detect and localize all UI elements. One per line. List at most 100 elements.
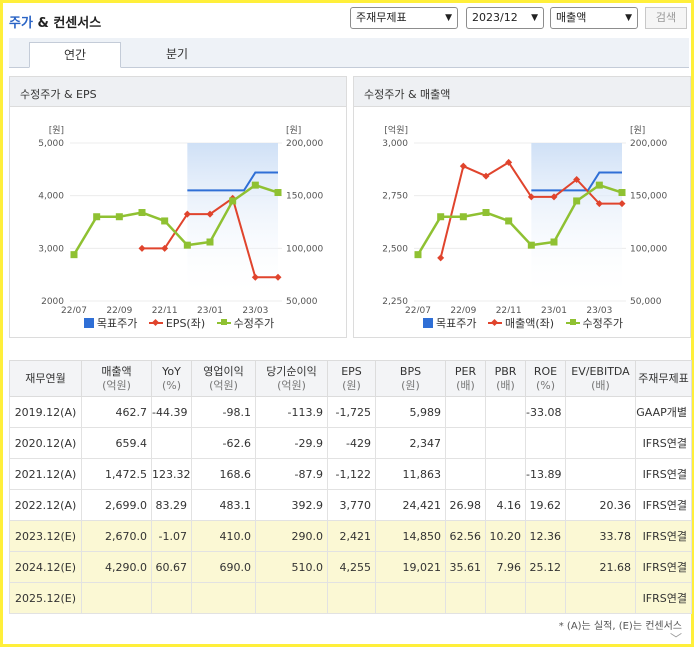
legend-eps: EPS(좌) <box>148 315 205 331</box>
x-tick-label: 22/11 <box>152 306 178 313</box>
y-right-tick-label: 150,000 <box>286 192 323 202</box>
table-cell <box>445 458 486 490</box>
tab-annual[interactable]: 연간 <box>29 42 121 68</box>
y-left-tick-label: 2,250 <box>382 297 408 307</box>
period-cell: 2021.12(A) <box>9 458 82 490</box>
legend-adjusted-price: 수정주가 <box>216 315 275 331</box>
table-cell: 25.12 <box>525 551 566 583</box>
table-cell: 510.0 <box>255 551 328 583</box>
chevron-down-icon: ▼ <box>445 13 452 23</box>
table-cell <box>565 458 636 490</box>
red-series-point <box>550 193 558 201</box>
y-right-tick-label: 100,000 <box>630 244 667 254</box>
financial-table: 재무연월 매출액 (억원) YoY (%) 영업이익 (억원) 당기순이익 (억원) EPS (원)… <box>9 360 692 614</box>
table-cell <box>375 582 446 614</box>
column-header: 매출액 (억원) <box>81 360 152 397</box>
green-series-point <box>70 251 78 259</box>
table-cell: 35.61 <box>445 551 486 583</box>
table-cell: -44.39 <box>151 396 192 428</box>
table-cell: -1,122 <box>327 458 376 490</box>
y-right-tick-label: 150,000 <box>630 192 667 202</box>
table-cell: 2,347 <box>375 427 446 459</box>
table-cell: 11,863 <box>375 458 446 490</box>
column-header-label: EPS <box>341 364 362 378</box>
table-cell: 290.0 <box>255 520 328 552</box>
statement-type-value: 주재무제표 <box>356 11 407 24</box>
table-cell: 20.36 <box>565 489 636 521</box>
column-header-unit: (%) <box>161 378 182 392</box>
table-cell: 10.20 <box>485 520 526 552</box>
green-series-point <box>550 238 558 246</box>
table-cell <box>151 427 192 459</box>
table-cell: IFRS연결 <box>635 458 692 490</box>
chart-title: 수정주가 & EPS <box>10 77 346 107</box>
table-cell <box>445 396 486 428</box>
chevron-down-icon[interactable]: ﹀ <box>669 632 682 646</box>
period-select[interactable]: 2023/12 ▼ <box>466 7 544 29</box>
green-series-point <box>573 197 581 205</box>
search-button[interactable]: 검색 <box>645 7 687 29</box>
table-cell: -1,725 <box>327 396 376 428</box>
table-cell: IFRS연결 <box>635 520 692 552</box>
legend-target-price: 목표주가 <box>83 315 137 331</box>
title-accent: 주가 <box>9 16 33 31</box>
red-series-point <box>459 162 467 170</box>
y-left-unit-label: [원] <box>49 125 64 136</box>
statement-type-select[interactable]: 주재무제표 ▼ <box>350 7 458 29</box>
legend-swatch-red <box>148 318 163 327</box>
y-right-tick-label: 200,000 <box>286 139 323 149</box>
column-header-unit: (배) <box>456 378 475 392</box>
table-cell <box>565 396 636 428</box>
table-cell: 659.4 <box>81 427 152 459</box>
y-right-tick-label: 50,000 <box>286 297 318 307</box>
column-header: PER (배) <box>445 360 486 397</box>
period-cell: 2024.12(E) <box>9 551 82 583</box>
period-cell: 2019.12(A) <box>9 396 82 428</box>
column-header-unit: (원) <box>401 378 420 392</box>
table-cell: 7.96 <box>485 551 526 583</box>
green-series-line <box>416 183 623 256</box>
red-series-point <box>161 244 169 252</box>
green-series-point <box>595 181 603 189</box>
period-cell: 2025.12(E) <box>9 582 82 614</box>
table-cell: 19.62 <box>525 489 566 521</box>
column-header-label: PBR <box>494 364 517 378</box>
chart-legend: 목표주가 매출액(좌) 수정주가 <box>354 315 692 331</box>
y-left-tick-label: 5,000 <box>38 139 64 149</box>
column-header: EV/EBITDA (배) <box>565 360 636 397</box>
table-cell <box>525 582 566 614</box>
green-series-point <box>183 241 191 249</box>
column-header: BPS (원) <box>375 360 446 397</box>
column-header-unit: (배) <box>496 378 515 392</box>
tab-quarterly[interactable]: 분기 <box>165 47 189 61</box>
column-header-unit: (배) <box>591 378 610 392</box>
red-series-point <box>505 158 513 166</box>
y-left-tick-label: 2000 <box>41 297 64 307</box>
table-body: 2019.12(A) 462.7 -44.39 -98.1 -113.9 -1,725 5,… <box>9 396 692 614</box>
table-cell: 3,770 <box>327 489 376 521</box>
table-cell: -113.9 <box>255 396 328 428</box>
legend-label: 수정주가 <box>233 317 275 330</box>
green-series-point <box>414 251 422 259</box>
table-cell <box>485 582 526 614</box>
y-left-tick-label: 4,000 <box>38 192 64 202</box>
table-cell: -429 <box>327 427 376 459</box>
column-header-label: 당기순이익 <box>266 364 317 378</box>
table-cell <box>485 396 526 428</box>
x-tick-label: 22/11 <box>496 306 522 313</box>
y-right-tick-label: 200,000 <box>630 139 667 149</box>
column-header-unit: (%) <box>535 378 556 392</box>
chart-panel-eps: 수정주가 & EPS 5,000 4,000 3,000 2000 200,000 150… <box>9 76 347 338</box>
table-row: 2019.12(A) 462.7 -44.39 -98.1 -113.9 -1,725 5,… <box>9 396 692 428</box>
column-header: YoY (%) <box>151 360 192 397</box>
column-header-label: PER <box>454 364 477 378</box>
green-series-point <box>437 213 445 221</box>
legend-adjusted-price: 수정주가 <box>565 315 623 331</box>
green-series-point <box>161 217 169 225</box>
column-header-unit: (억원) <box>277 378 306 392</box>
table-cell <box>327 582 376 614</box>
metric-select[interactable]: 매출액 ▼ <box>550 7 638 29</box>
table-cell: IFRS연결 <box>635 551 692 583</box>
x-tick-label: 23/01 <box>541 306 567 313</box>
table-cell: 462.7 <box>81 396 152 428</box>
